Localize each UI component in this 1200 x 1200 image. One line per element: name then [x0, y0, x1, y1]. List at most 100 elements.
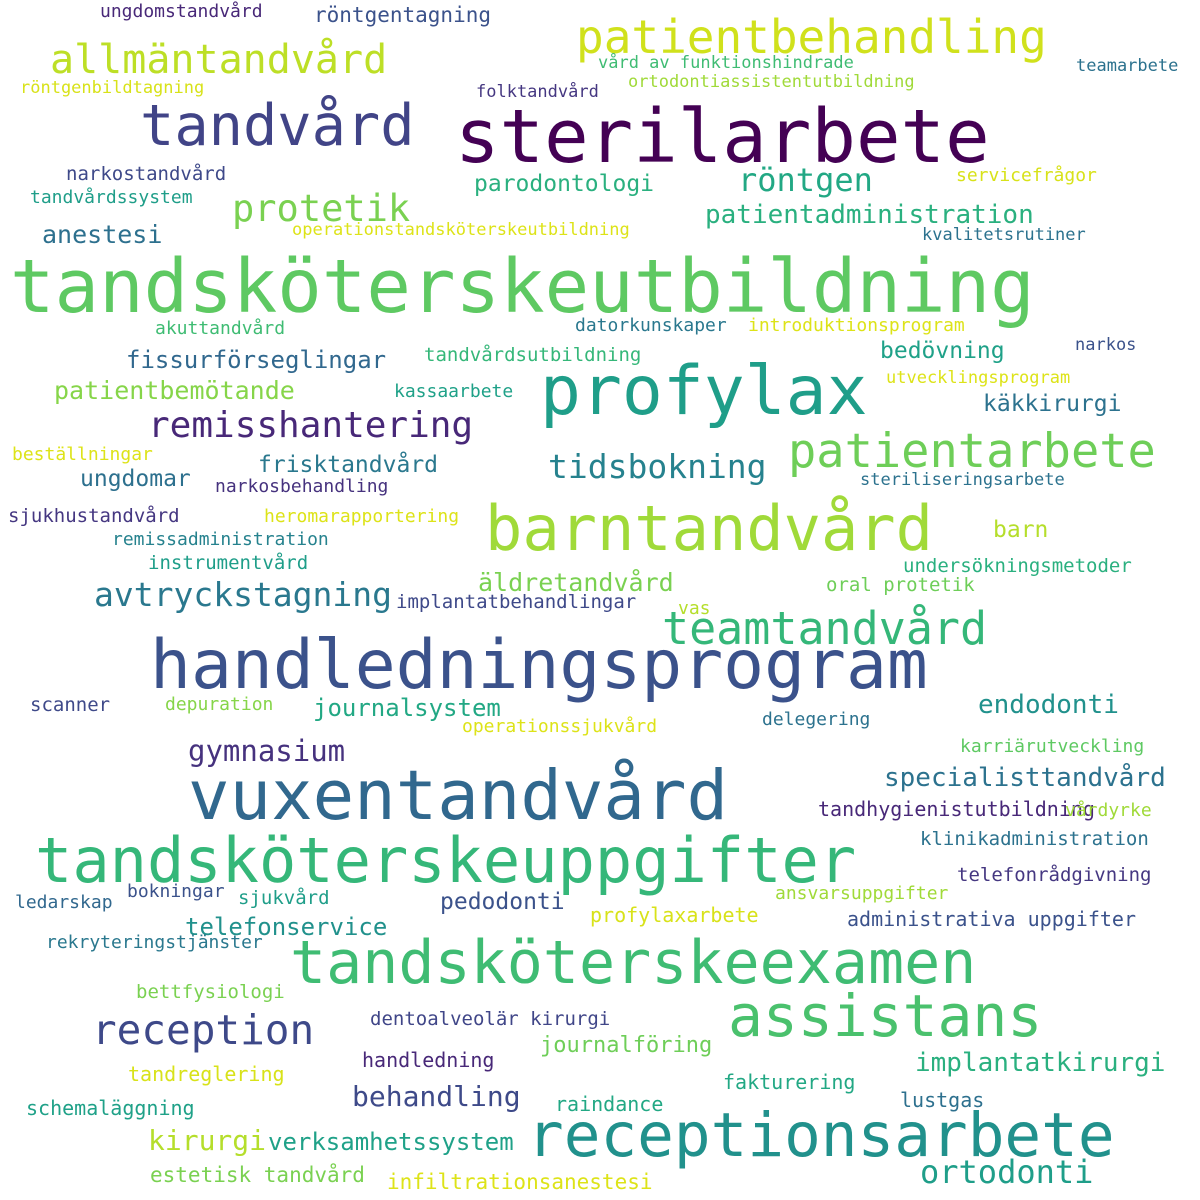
- word-ledarskap: ledarskap: [15, 892, 113, 913]
- word-narkosbehandling: narkosbehandling: [215, 476, 389, 497]
- word-specialisttandvard: specialisttandvård: [884, 763, 1166, 793]
- word-tandskoterskeuppgifter: tandsköterskeuppgifter: [35, 824, 857, 897]
- word-kvalitetsrutiner: kvalitetsrutiner: [922, 225, 1086, 245]
- word-rekryteringstjanster: rekryteringstjänster: [46, 932, 263, 953]
- word-frisktandvard: frisktandvård: [258, 452, 439, 478]
- word-aldretandvard: äldretandvård: [478, 568, 674, 597]
- word-tandvard: tandvård: [140, 93, 415, 159]
- word-assistans: assistans: [728, 982, 1043, 1050]
- word-instrumentvard: instrumentvård: [148, 552, 309, 574]
- word-sjukvard: sjukvård: [238, 887, 330, 909]
- word-fakturering: fakturering: [723, 1070, 856, 1094]
- word-behandling: behandling: [352, 1080, 521, 1113]
- word-estetisk-tandvard: estetisk tandvård: [150, 1163, 365, 1187]
- word-ortodonti: ortodonti: [920, 1153, 1094, 1191]
- word-tandvardssystem: tandvårdssystem: [30, 187, 193, 208]
- word-introduktionsprogram: introduktionsprogram: [748, 315, 965, 336]
- word-operationstandskoterskeutbildning: operationstandsköterskeutbildning: [292, 220, 630, 240]
- word-vuxentandvard: vuxentandvård: [188, 756, 729, 836]
- word-ansvarsuppgifter: ansvarsuppgifter: [775, 883, 949, 904]
- word-implantatbehandlingar: implantatbehandlingar: [396, 591, 637, 613]
- word-rontgen: röntgen: [738, 161, 873, 199]
- word-teamarbete: teamarbete: [1076, 56, 1179, 76]
- word-tidsbokning: tidsbokning: [548, 447, 767, 486]
- word-vardyrke: vårdyrke: [1065, 800, 1152, 821]
- word-karriarutveckling: karriärutveckling: [960, 736, 1145, 757]
- word-undersokningsmetoder: undersökningsmetoder: [903, 555, 1132, 577]
- word-klinikadministration: klinikadministration: [920, 828, 1149, 850]
- word-tandhygienistutbildning: tandhygienistutbildning: [818, 797, 1095, 821]
- word-bokningar: bokningar: [127, 881, 225, 902]
- word-teamtandvard: teamtandvård: [662, 602, 988, 655]
- word-pedodonti: pedodonti: [440, 889, 565, 915]
- word-gymnasium: gymnasium: [188, 734, 346, 768]
- word-reception: reception: [92, 1006, 315, 1054]
- word-anestesi: anestesi: [42, 220, 163, 249]
- word-scanner: scanner: [30, 694, 111, 716]
- word-handledningsprogram: handledningsprogram: [150, 626, 928, 705]
- word-sjukhustandvard: sjukhustandvård: [8, 505, 180, 527]
- word-administrativa-uppgifter: administrativa uppgifter: [847, 907, 1136, 931]
- word-tandvardsutbildning: tandvårdsutbildning: [424, 344, 642, 366]
- word-profylaxarbete: profylaxarbete: [590, 903, 759, 927]
- word-protetik: protetik: [232, 187, 411, 230]
- word-patientbehandling: patientbehandling: [576, 10, 1047, 64]
- word-oral-protetik: oral protetik: [826, 574, 975, 596]
- word-datorkunskaper: datorkunskaper: [575, 315, 727, 336]
- word-steriliseringsarbete: steriliseringsarbete: [860, 470, 1065, 490]
- word-bettfysiologi: bettfysiologi: [136, 981, 285, 1003]
- word-rontgentagning: röntgentagning: [314, 3, 492, 27]
- word-akuttandvard: akuttandvård: [155, 318, 286, 339]
- word-narkos: narkos: [1075, 335, 1137, 355]
- word-telefonradgivning: telefonrådgivning: [957, 864, 1152, 886]
- word-kassaarbete: kassaarbete: [394, 381, 514, 402]
- word-patientadministration: patientadministration: [705, 200, 1034, 230]
- word-endodonti: endodonti: [978, 690, 1119, 720]
- word-raindance: raindance: [555, 1092, 664, 1116]
- word-bedovning: bedövning: [880, 338, 1005, 364]
- word-patientbemotande: patientbemötande: [54, 376, 295, 405]
- word-barn: barn: [993, 517, 1049, 543]
- word-journalsystem: journalsystem: [313, 694, 501, 722]
- word-schemalaggning: schemaläggning: [26, 1096, 195, 1120]
- word-vard-av-funktionshindrade: vård av funktionshindrade: [598, 53, 854, 73]
- word-ungdomstandvard: ungdomstandvård: [100, 1, 263, 22]
- word-bestallningar: beställningar: [12, 444, 153, 465]
- word-narkostandvard: narkostandvård: [66, 163, 227, 185]
- word-handledning: handledning: [362, 1048, 495, 1072]
- word-journalforing: journalföring: [540, 1033, 713, 1058]
- word-remisshantering: remisshantering: [148, 405, 474, 446]
- word-implantatkirurgi: implantatkirurgi: [915, 1048, 1166, 1078]
- word-vas: vas: [678, 598, 711, 619]
- word-ungdomar: ungdomar: [80, 466, 191, 492]
- word-patientarbete: patientarbete: [788, 424, 1156, 479]
- word-kakkirurgi: käkkirurgi: [983, 391, 1122, 417]
- word-tandskoterskeexamen: tandsköterskeexamen: [290, 928, 977, 998]
- word-tandreglering: tandreglering: [128, 1062, 285, 1086]
- word-heromarapportering: heromarapportering: [264, 506, 460, 527]
- word-infiltrationsanestesi: infiltrationsanestesi: [387, 1170, 653, 1194]
- word-depuration: depuration: [165, 694, 274, 715]
- word-servicefragor: servicefrågor: [956, 165, 1097, 186]
- word-receptionsarbete: receptionsarbete: [527, 1100, 1115, 1171]
- word-sterilarbete: sterilarbete: [455, 94, 990, 180]
- word-avtryckstagning: avtryckstagning: [94, 575, 393, 614]
- word-tandskoterskeutbildning: tandsköterskeutbildning: [10, 244, 1035, 330]
- word-remissadministration: remissadministration: [112, 529, 329, 550]
- word-ortodontiassistentutbildning: ortodontiassistentutbildning: [628, 72, 915, 92]
- word-folktandvard: folktandvård: [476, 82, 599, 102]
- word-utvecklingsprogram: utvecklingsprogram: [886, 368, 1071, 388]
- word-operationssjukvard: operationssjukvård: [462, 716, 658, 737]
- word-delegering: delegering: [762, 709, 871, 730]
- word-parodontologi: parodontologi: [474, 171, 655, 197]
- word-rontgenbildtagning: röntgenbildtagning: [20, 78, 205, 98]
- word-dentoalveolar-kirurgi: dentoalveolär kirurgi: [370, 1008, 611, 1030]
- word-barntandvard: barntandvård: [485, 492, 933, 565]
- word-verksamhetssystem: verksamhetssystem: [268, 1128, 514, 1156]
- word-telefonservice: telefonservice: [185, 913, 388, 941]
- word-profylax: profylax: [540, 352, 868, 431]
- word-allmantandvard: allmäntandvård: [50, 37, 388, 83]
- word-fissurforseglingar: fissurförseglingar: [126, 346, 387, 374]
- word-kirurgi: kirurgi: [148, 1124, 267, 1157]
